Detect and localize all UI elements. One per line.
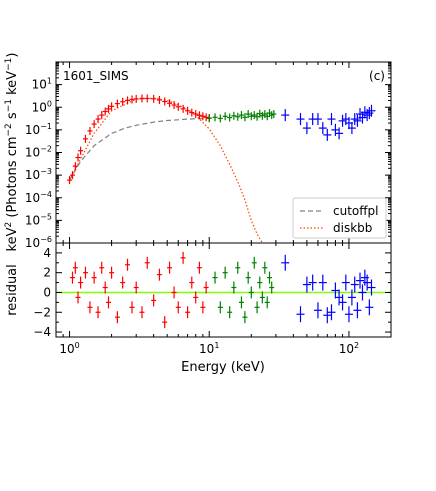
x-axis-title: Energy (keV) <box>181 360 265 375</box>
cutoffpl-model-line <box>68 117 210 181</box>
residual-y-tick-label: −4 <box>33 325 51 339</box>
residual-y-tick-label: 0 <box>43 285 51 299</box>
residual-y-axis-title: residual <box>5 264 20 316</box>
top-panel-ticks: 10−6 10−5 10−4 10−3 10−2 10−1 100 101 <box>25 62 391 250</box>
residual-y-tick-label: 2 <box>43 266 51 280</box>
source-label: 1601_SIMS <box>63 69 129 83</box>
legend-box <box>292 197 387 239</box>
panel-label: (c) <box>369 69 385 83</box>
top-y-tick-label: 10−5 <box>25 212 52 227</box>
legend-cutoffpl-label: cutoffpl <box>333 204 378 218</box>
x-tick-label: 102 <box>339 341 359 356</box>
top-y-tick-label: 10−6 <box>25 235 52 250</box>
x-tick-label: 101 <box>199 341 219 356</box>
top-y-tick-label: 10−3 <box>25 167 52 182</box>
residual-panel-ticks: 100 101 102 −4 −2 0 2 4 <box>33 243 391 356</box>
legend: cutoffpl diskbb <box>292 197 387 239</box>
top-y-tick-label: 10−2 <box>25 145 52 160</box>
x-tick-label: 100 <box>59 341 79 356</box>
top-y-tick-label: 10−4 <box>25 190 52 205</box>
residual-y-tick-label: −2 <box>33 305 51 319</box>
top-y-tick-label: 101 <box>32 77 52 92</box>
top-y-tick-label: 10−1 <box>25 122 52 137</box>
legend-diskbb-label: diskbb <box>333 221 372 235</box>
top-y-axis-title: keV2 (Photons cm−2 s−1 keV−1) <box>4 53 20 252</box>
residual-panel-data <box>56 251 391 329</box>
top-y-tick-label: 100 <box>32 99 52 114</box>
residual-y-tick-label: 4 <box>43 246 51 260</box>
residual-panel-frame <box>55 242 392 338</box>
top-panel-data <box>67 94 376 243</box>
